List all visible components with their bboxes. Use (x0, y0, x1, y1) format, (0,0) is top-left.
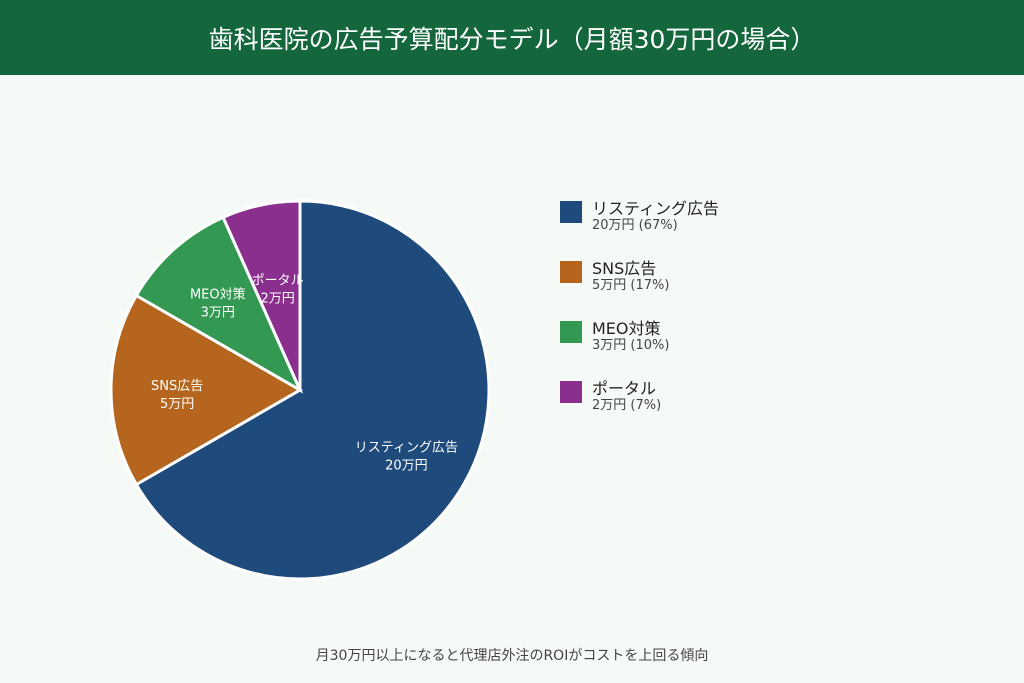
slice-value-label: 5万円 (160, 397, 194, 412)
pie-slice (134, 215, 304, 394)
legend-value: 2万円 (7%) (592, 398, 662, 413)
legend-swatch (560, 381, 582, 403)
legend-label: リスティング広告 (592, 199, 720, 218)
legend-value: 20万円 (67%) (592, 218, 678, 233)
legend-label: MEO対策 (592, 319, 661, 338)
slice-value-label: 20万円 (385, 458, 428, 473)
slice-value-label: 2万円 (260, 292, 294, 307)
legend: リスティング広告 20万円 (67%) SNS広告 5万円 (17%) MEO対策 3万円… (560, 200, 719, 440)
legend-swatch (560, 261, 582, 283)
legend-item: リスティング広告 20万円 (67%) (560, 200, 719, 260)
slice-name-label: リスティング広告 (355, 440, 458, 455)
footer-note: 月30万円以上になると代理店外注のROIがコストを上回る傾向 (315, 648, 709, 664)
slice-value-label: 3万円 (201, 306, 235, 321)
legend-value: 5万円 (17%) (592, 278, 670, 293)
legend-item: SNS広告 5万円 (17%) (560, 260, 719, 320)
legend-label: SNS広告 (592, 259, 657, 278)
slice-name-label: ポータル (252, 274, 304, 289)
pie-slice (221, 199, 302, 391)
legend-value: 3万円 (10%) (592, 338, 670, 353)
page-title: 歯科医院の広告予算配分モデル（月額30万円の場合） (0, 0, 1024, 75)
pie-slice (134, 199, 491, 581)
legend-swatch (560, 321, 582, 343)
slice-name-label: MEO対策 (190, 287, 246, 303)
legend-label: ポータル (592, 379, 657, 398)
legend-item: ポータル 2万円 (7%) (560, 380, 719, 440)
legend-swatch (560, 201, 582, 223)
slice-name-label: SNS広告 (151, 379, 203, 394)
legend-item: MEO対策 3万円 (10%) (560, 320, 719, 380)
pie-slice (109, 293, 304, 487)
